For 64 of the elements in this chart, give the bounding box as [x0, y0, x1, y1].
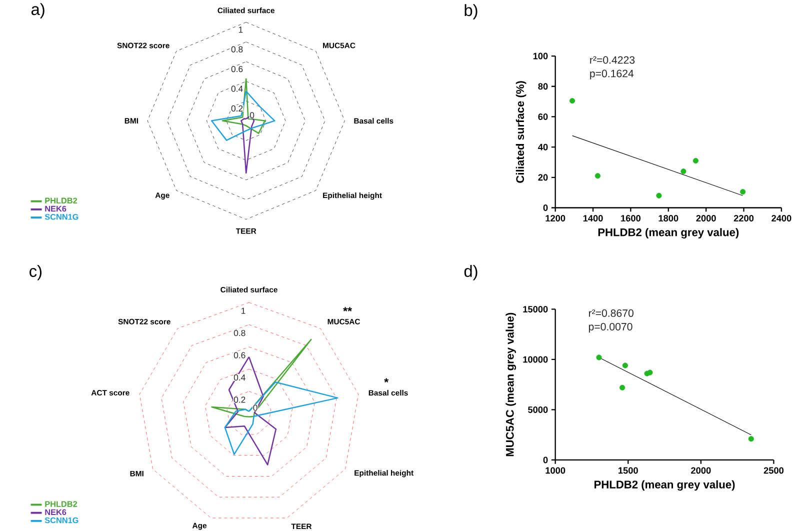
y-tick-label: 60	[538, 113, 548, 120]
y-tick-label: 15000	[523, 306, 548, 312]
y-tick-label: 0.8	[231, 46, 243, 52]
annotation: p=0.0070	[588, 322, 632, 332]
annotation: r²=0.4223	[590, 56, 635, 64]
y-tick-label: 100	[533, 52, 548, 60]
y-tick-label: 0.4	[234, 374, 246, 380]
y-tick-label: 0	[253, 404, 258, 411]
point	[740, 188, 746, 194]
x-tick-label: 1200	[546, 214, 566, 222]
point	[748, 436, 754, 442]
point	[622, 362, 628, 368]
y-tick-label: 80	[538, 82, 548, 90]
y-axis-title: Ciliated surface (%)	[516, 80, 526, 183]
y-tick-label: 5000	[528, 406, 548, 413]
text: **	[343, 306, 352, 312]
annotation: r²=0.8670	[588, 309, 634, 317]
y-tick-label: 20	[538, 174, 548, 180]
y-axis-title: MUC5AC (mean grey value)	[506, 312, 516, 456]
point	[594, 172, 601, 178]
x-tick-label: 1000	[546, 466, 566, 474]
x-tick-label: 2500	[764, 466, 784, 474]
point	[647, 370, 653, 376]
point	[569, 98, 576, 104]
x-tick-label: 1500	[618, 466, 638, 474]
legend-label: PHLDB2	[45, 197, 78, 204]
x-axis-title: PHLDB2 (mean grey value)	[598, 228, 739, 238]
point	[692, 158, 698, 164]
y-tick-label: 40	[538, 144, 548, 150]
chart-title: c)	[30, 264, 42, 280]
x-tick-label: 2000	[691, 466, 711, 474]
x-tick-label: 2200	[734, 214, 754, 222]
legend-label: SCNN1G	[44, 517, 78, 523]
point	[680, 168, 686, 174]
x-tick-label: 1600	[621, 214, 640, 222]
x-tick-label: 2000	[696, 214, 716, 222]
chart-title: a)	[32, 2, 44, 18]
y-tick-label: 0.2	[231, 105, 243, 112]
x-tick-label: 1800	[658, 214, 678, 222]
y-tick-label: 0	[543, 456, 548, 463]
y-tick-label: 0.2	[234, 396, 246, 403]
y-tick-label: 0.6	[234, 352, 246, 358]
y-tick-label: 0.4	[231, 85, 243, 92]
point	[596, 354, 602, 360]
y-tick-label: 0.8	[234, 330, 246, 336]
y-tick-label: 0	[543, 204, 548, 211]
y-tick-label: 10000	[523, 356, 548, 362]
annotation: p=0.1624	[590, 70, 634, 80]
x-axis-title: PHLDB2 (mean grey value)	[594, 480, 735, 490]
legend-label: SCNN1G	[44, 214, 78, 220]
y-tick-label: 0.6	[231, 66, 243, 72]
y-tick-label: 1	[241, 308, 246, 314]
x-tick-label: 1400	[583, 214, 603, 222]
point	[656, 192, 662, 198]
point	[620, 384, 626, 390]
legend-label: PHLDB2	[45, 500, 78, 507]
y-tick-label: 1	[238, 26, 243, 32]
legend-label: NEK6	[45, 206, 66, 212]
chart-title: d)	[464, 264, 478, 280]
text: *	[384, 378, 389, 382]
legend-label: NEK6	[45, 509, 66, 515]
chart-title: b)	[464, 4, 478, 20]
x-tick-label: 2400	[772, 214, 792, 222]
y-tick-label: 0	[250, 112, 254, 118]
